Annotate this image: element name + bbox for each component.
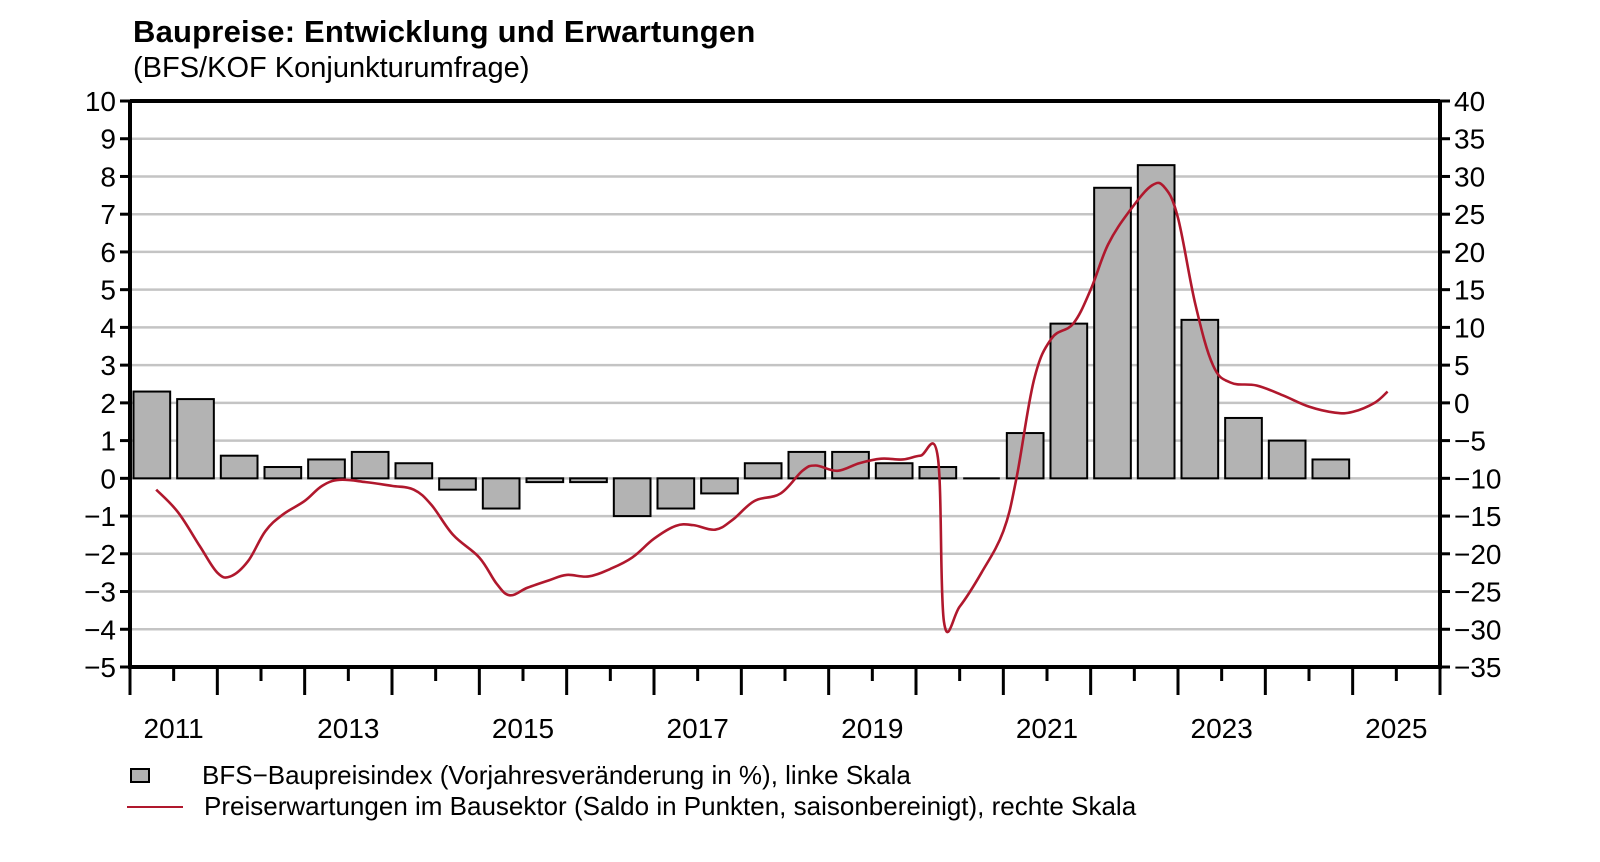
right-axis-tick-label: −15 (1454, 501, 1502, 532)
left-axis-tick-label: −2 (84, 539, 116, 570)
bar (176, 398, 215, 480)
x-axis-tick-label: 2019 (841, 713, 903, 744)
x-axis-tick-label: 2025 (1365, 713, 1427, 744)
bar (1049, 322, 1089, 480)
right-axis-tick-label: −30 (1454, 614, 1502, 645)
legend-bar-label: BFS−Baupreisindex (Vorjahresveränderung … (202, 760, 911, 790)
x-axis-tick-label: 2015 (492, 713, 554, 744)
grid-lines (130, 137, 1440, 631)
right-axis-tick-label: 35 (1454, 124, 1485, 155)
legend-line-swatch (127, 805, 183, 808)
legend-bar-swatch (130, 768, 150, 783)
right-axis-tick-label: 40 (1454, 86, 1485, 117)
right-axis-tick-label: 10 (1454, 312, 1485, 343)
left-axis-tick-label: 4 (100, 312, 116, 343)
bar (612, 477, 652, 518)
left-axis-tick-label: 8 (100, 161, 116, 192)
left-axis-tick-label: 3 (100, 350, 116, 381)
legend-line-label: Preiserwartungen im Bausektor (Saldo in … (204, 791, 1137, 821)
chart-subtitle: (BFS/KOF Konjunkturumfrage) (133, 52, 530, 84)
left-axis-tick-label: −5 (84, 652, 116, 683)
right-axis-tick-label: 15 (1454, 275, 1485, 306)
bar-series (132, 164, 1351, 518)
left-axis-tick-label: 5 (100, 275, 116, 306)
right-axis-tick-label: −35 (1454, 652, 1502, 683)
x-axis: 2011 2013 2015 2017 2019 2021 2023 2025 (128, 667, 1442, 744)
bar (132, 390, 172, 480)
bar (307, 458, 346, 480)
legend-item-bars: BFS−Baupreisindex (Vorjahresveränderung … (127, 760, 911, 791)
right-axis-tick-label: −10 (1454, 463, 1502, 494)
right-axis-tick-label: 20 (1454, 237, 1485, 268)
bar (743, 462, 783, 480)
right-axis-tick-label: 25 (1454, 199, 1485, 230)
left-axis-tick-label: −4 (84, 614, 116, 645)
right-axis-tick-label: −5 (1454, 426, 1486, 457)
right-axis-tick-label: 0 (1454, 388, 1470, 419)
bar (569, 477, 608, 484)
bar (350, 450, 390, 480)
left-axis-tick-label: 7 (100, 199, 116, 230)
bar (525, 477, 565, 484)
right-axis-tick-label: −20 (1454, 539, 1502, 570)
left-axis-tick-label: 9 (100, 124, 116, 155)
right-y-axis: 40 35 30 25 20 15 10 5 0 −5 −10 −15 −20 −25 −30 −35 (1440, 86, 1502, 683)
bar (656, 477, 696, 510)
bar (481, 477, 521, 510)
right-axis-tick-label: −25 (1454, 577, 1502, 608)
bar (219, 454, 259, 480)
bar (831, 450, 870, 480)
x-axis-tick-label: 2023 (1191, 713, 1253, 744)
x-axis-tick-label: 2011 (144, 713, 204, 744)
bar (874, 462, 914, 480)
left-axis-tick-label: 0 (100, 463, 116, 494)
bar (700, 477, 739, 495)
left-axis-tick-label: 10 (85, 86, 116, 117)
x-axis-tick-label: 2021 (1016, 713, 1078, 744)
left-axis-tick-label: −3 (84, 577, 116, 608)
x-axis-tick-label: 2017 (667, 713, 729, 744)
right-axis-tick-label: 30 (1454, 161, 1485, 192)
left-axis-tick-label: 2 (100, 388, 116, 419)
bar (1311, 458, 1351, 480)
bar (1267, 439, 1307, 480)
chart-title: Baupreise: Entwicklung und Erwartungen (133, 14, 756, 49)
bar (1224, 416, 1263, 480)
bar (1180, 318, 1220, 480)
bar (787, 450, 827, 480)
x-axis-tick-label: 2013 (317, 713, 379, 744)
line-series (155, 181, 1389, 634)
left-axis-tick-label: −1 (84, 501, 116, 532)
legend-item-line: Preiserwartungen im Bausektor (Saldo in … (127, 791, 1136, 822)
right-axis-tick-label: 5 (1454, 350, 1470, 381)
bar (1005, 432, 1045, 480)
bar (1136, 164, 1176, 480)
bar (438, 477, 477, 491)
price-expectation-line (155, 181, 1389, 634)
bar (1093, 186, 1132, 480)
bar (263, 466, 303, 480)
left-axis-tick-label: 1 (100, 426, 116, 457)
bar (394, 462, 434, 480)
left-axis-tick-label: 6 (100, 237, 116, 268)
